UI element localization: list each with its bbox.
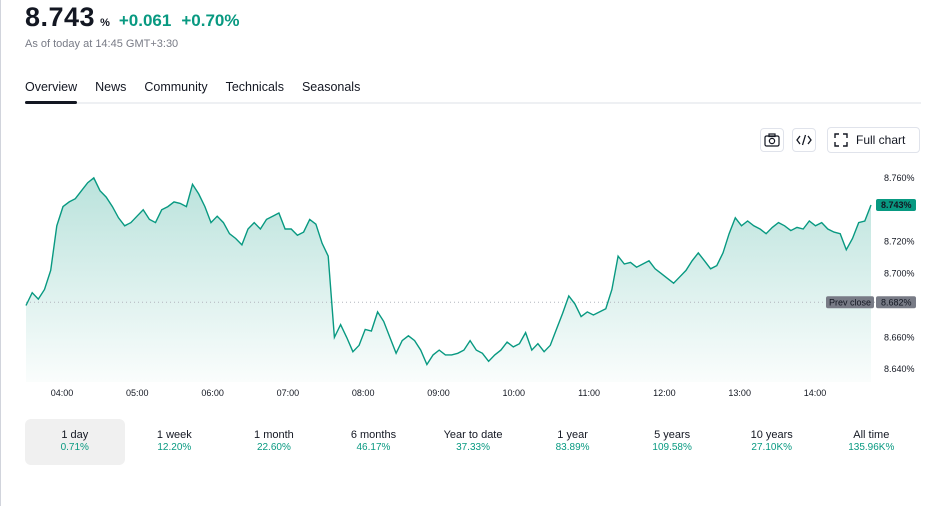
period-change: 12.20%	[157, 442, 192, 453]
period-change: 83.89%	[555, 442, 590, 453]
camera-icon	[764, 133, 780, 147]
period-label: 1 year	[557, 429, 588, 441]
chart-area-fill	[26, 177, 871, 382]
snapshot-button[interactable]	[760, 128, 784, 152]
period-change: 22.60%	[256, 442, 291, 453]
period-selector: 1 day 0.71% 1 week 12.20% 1 month 22.60%…	[25, 419, 921, 465]
x-tick-label: 05:00	[126, 388, 149, 398]
change-percent: +0.70%	[181, 11, 240, 30]
period-6-months[interactable]: 6 months 46.17%	[324, 419, 424, 465]
x-tick-label: 13:00	[728, 388, 751, 398]
code-icon	[796, 134, 812, 146]
last-price: 8.743	[25, 2, 96, 32]
period-10-years[interactable]: 10 years 27.10K%	[722, 419, 822, 465]
prev-close-value: 8.682%	[881, 297, 912, 307]
period-1-year[interactable]: 1 year 83.89%	[523, 419, 623, 465]
prev-close-badge: Prev close 8.682%	[826, 296, 916, 309]
as-of-timestamp: As of today at 14:45 GMT+3:30	[25, 38, 179, 50]
tab-overview[interactable]: Overview	[25, 76, 78, 104]
y-tick-label: 8.660%	[884, 332, 915, 342]
period-label: 6 months	[350, 429, 397, 441]
y-axis: 8.760% 8.720% 8.700% 8.660% 8.640%	[884, 173, 915, 374]
period-5-years[interactable]: 5 years 109.58%	[622, 419, 722, 465]
tab-bar: Overview News Community Technicals Seaso…	[25, 76, 921, 104]
tab-technicals[interactable]: Technicals	[225, 80, 284, 94]
y-tick-label: 8.720%	[884, 237, 915, 247]
period-change: 135.96K%	[848, 442, 895, 453]
x-tick-label: 12:00	[653, 388, 676, 398]
y-tick-label: 8.640%	[884, 364, 915, 374]
left-border	[0, 0, 1, 506]
tab-seasonals[interactable]: Seasonals	[301, 80, 361, 94]
x-tick-label: 10:00	[503, 388, 526, 398]
x-tick-label: 09:00	[427, 388, 450, 398]
period-change: 109.58%	[652, 442, 692, 453]
period-1-month[interactable]: 1 month 22.60%	[224, 419, 324, 465]
period-change: 37.33%	[456, 442, 490, 453]
period-label: 1 week	[156, 429, 192, 441]
period-change: 46.17%	[356, 442, 391, 453]
period-1-week[interactable]: 1 week 12.20%	[125, 419, 225, 465]
period-label: 10 years	[750, 429, 793, 441]
period-1-day[interactable]: 1 day 0.71%	[25, 419, 125, 465]
period-label: 1 day	[61, 429, 89, 441]
full-chart-label: Full chart	[856, 133, 906, 147]
period-label: Year to date	[443, 429, 503, 441]
x-tick-label: 08:00	[352, 388, 375, 398]
x-tick-label: 07:00	[277, 388, 300, 398]
period-label: All time	[853, 429, 890, 441]
price-unit: %	[100, 17, 110, 29]
chart-series-line	[25, 176, 872, 366]
period-change: 0.71%	[60, 442, 89, 453]
fullscreen-icon	[834, 133, 848, 147]
embed-button[interactable]	[792, 128, 816, 152]
tab-community[interactable]: Community	[144, 80, 208, 94]
period-label: 5 years	[654, 429, 691, 441]
period-change: 27.10K%	[751, 442, 793, 453]
change-absolute: +0.061	[118, 11, 172, 30]
quote-header: 8.743 % +0.061 +0.70%	[25, 2, 239, 33]
period-label: 1 month	[254, 429, 294, 441]
y-tick-label: 8.760%	[884, 173, 915, 183]
x-tick-label: 11:00	[578, 388, 600, 398]
full-chart-button[interactable]: Full chart	[827, 127, 920, 153]
chart-toolbar: Full chart	[760, 127, 920, 153]
prev-close-value-bg	[876, 296, 916, 309]
period-all-time[interactable]: All time 135.96K%	[822, 419, 922, 465]
x-tick-label: 14:00	[804, 388, 827, 398]
last-price-label: 8.743%	[881, 200, 912, 210]
prev-close-label-bg	[826, 296, 874, 309]
price-chart[interactable]: 8.760% 8.720% 8.700% 8.660% 8.640% 04:00 05:0…	[0, 0, 943, 410]
last-price-badge: 8.743%	[876, 199, 916, 212]
period-year-to-date[interactable]: Year to date 37.33%	[423, 419, 523, 465]
prev-close-label: Prev close	[829, 297, 871, 307]
x-tick-label: 04:00	[51, 388, 74, 398]
tab-news[interactable]: News	[95, 80, 127, 94]
y-tick-label: 8.700%	[884, 269, 915, 279]
last-price-badge-bg	[876, 199, 916, 212]
x-tick-label: 06:00	[201, 388, 224, 398]
x-axis: 04:00 05:00 06:00 07:00 08:00 09:00 10:00 11:00…	[51, 388, 827, 398]
